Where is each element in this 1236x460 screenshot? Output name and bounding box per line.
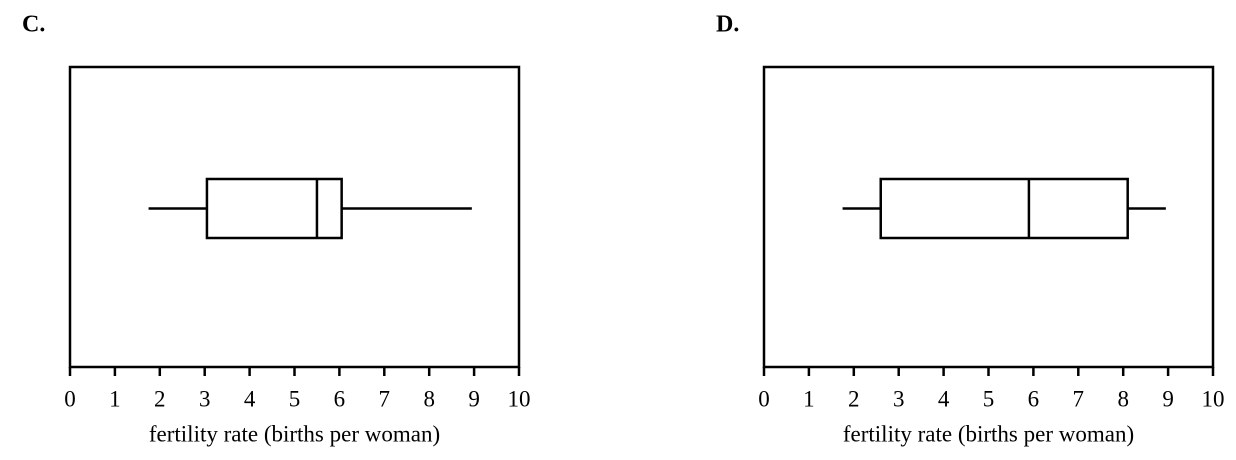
x-tick-label: 10: [508, 386, 531, 411]
iqr-box: [879, 177, 1129, 240]
x-tick-label: 10: [1202, 386, 1225, 411]
x-tick-label: 3: [199, 386, 211, 411]
x-tick-label: 9: [468, 386, 480, 411]
panel-title: D.: [716, 12, 739, 38]
x-tick-label: 7: [379, 386, 391, 411]
x-tick-label: 2: [848, 386, 860, 411]
x-tick-label: 9: [1162, 386, 1174, 411]
x-axis-label: fertility rate (births per woman): [149, 421, 440, 446]
iqr-box: [205, 177, 343, 240]
x-tick-label: 0: [758, 386, 770, 411]
x-axis-label: fertility rate (births per woman): [843, 421, 1134, 446]
x-tick-label: 2: [154, 386, 166, 411]
x-tick-label: 6: [334, 386, 346, 411]
x-tick-label: 7: [1073, 386, 1085, 411]
x-tick-label: 8: [423, 386, 435, 411]
plot-frame: [68, 65, 521, 369]
x-tick-label: 3: [893, 386, 905, 411]
x-tick-label: 5: [983, 386, 995, 411]
plot-frame: [762, 65, 1215, 369]
x-tick-label: 4: [938, 386, 950, 411]
x-tick-label: 8: [1117, 386, 1129, 411]
x-tick-label: 0: [64, 386, 76, 411]
x-tick-label: 4: [244, 386, 256, 411]
panel-title: C.: [22, 12, 45, 38]
x-tick-label: 1: [109, 386, 121, 411]
x-tick-label: 1: [803, 386, 815, 411]
x-tick-label: 6: [1028, 386, 1040, 411]
x-tick-label: 5: [289, 386, 301, 411]
